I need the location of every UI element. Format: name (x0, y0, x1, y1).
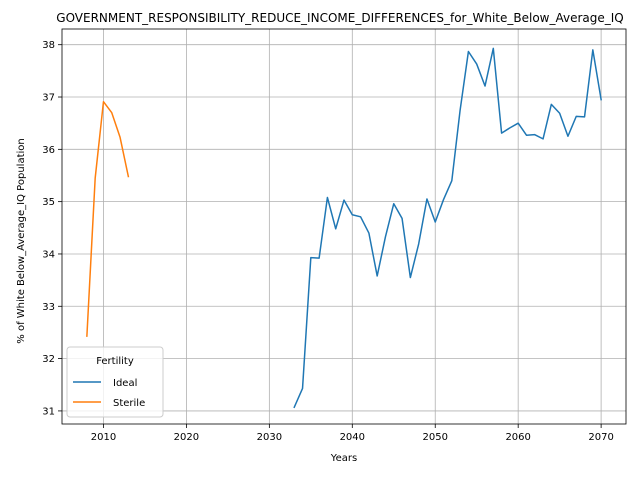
x-tick-label: 2060 (505, 432, 530, 443)
x-tick-label: 2070 (588, 432, 613, 443)
y-tick-label: 37 (42, 93, 55, 104)
y-tick-label: 34 (42, 249, 55, 260)
chart-title: GOVERNMENT_RESPONSIBILITY_REDUCE_INCOME_… (56, 11, 623, 25)
x-tick-label: 2010 (91, 432, 116, 443)
series-line-ideal (293, 47, 602, 409)
series-lines (86, 47, 602, 409)
y-tick-label: 38 (42, 40, 55, 51)
x-tick-label: 2030 (257, 432, 282, 443)
legend-box (66, 346, 164, 418)
x-tick-label: 2050 (423, 432, 448, 443)
legend-label-sterile: Sterile (113, 398, 145, 409)
x-tick-label: 2020 (174, 432, 199, 443)
y-axis-label: % of White Below_Average_IQ Population (16, 138, 27, 343)
y-tick-label: 36 (42, 145, 55, 156)
plot-frame (61, 28, 627, 425)
y-tick-label: 32 (42, 354, 55, 365)
y-tick-label: 33 (42, 302, 55, 313)
x-axis-ticks: 2010 2020 2030 2040 2050 2060 2070 (91, 424, 614, 443)
legend: Fertility Ideal Sterile (66, 346, 164, 418)
y-tick-label: 35 (42, 197, 55, 208)
y-tick-label: 31 (42, 406, 55, 417)
x-axis-label: Years (330, 453, 357, 464)
series-line-sterile (86, 100, 130, 337)
y-axis-ticks: 31 32 33 34 35 36 37 38 (42, 40, 62, 417)
legend-title: Fertility (96, 356, 134, 367)
x-tick-label: 2040 (340, 432, 365, 443)
legend-label-ideal: Ideal (113, 378, 137, 389)
